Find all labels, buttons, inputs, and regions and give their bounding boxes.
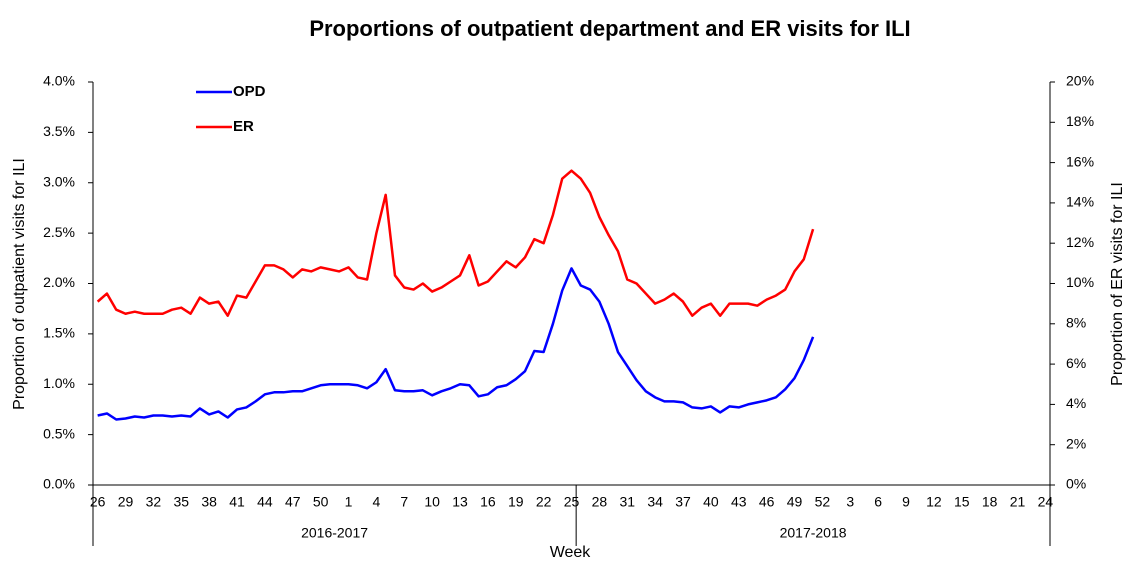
y-tick-label: 2.0% xyxy=(43,274,75,290)
x-tick-label: 18 xyxy=(982,494,998,510)
x-tick-label: 16 xyxy=(480,494,496,510)
x-tick-label: 7 xyxy=(400,494,408,510)
x-tick-label: 32 xyxy=(146,494,162,510)
x-tick-label: 22 xyxy=(536,494,552,510)
y-tick-label: 3.5% xyxy=(43,123,75,139)
y2-tick-label: 10% xyxy=(1066,274,1094,290)
y-tick-label: 1.0% xyxy=(43,375,75,391)
line-series xyxy=(97,267,815,421)
chart-title: Proportions of outpatient department and… xyxy=(309,16,910,41)
y2-tick-label: 8% xyxy=(1066,315,1086,331)
x-axis-title: Week xyxy=(550,544,592,561)
x-tick-label: 40 xyxy=(703,494,719,510)
line-series xyxy=(96,169,815,317)
y2-tick-label: 16% xyxy=(1066,153,1094,169)
x-tick-label: 6 xyxy=(874,494,882,510)
y2-tick-label: 18% xyxy=(1066,113,1094,129)
x-tick-label: 41 xyxy=(229,494,245,510)
x-tick-label: 13 xyxy=(452,494,468,510)
x-tick-label: 44 xyxy=(257,494,273,510)
x-tick-label: 15 xyxy=(954,494,970,510)
x-tick-label: 26 xyxy=(90,494,106,510)
legend-label: ER xyxy=(233,118,254,135)
y2-axis-title: Proportion of ER visits for ILI xyxy=(1109,182,1126,386)
x-tick-label: 47 xyxy=(285,494,301,510)
x-tick-label: 37 xyxy=(675,494,691,510)
y-tick-label: 1.5% xyxy=(43,325,75,341)
x-tick-label: 29 xyxy=(118,494,134,510)
y2-tick-label: 14% xyxy=(1066,194,1094,210)
x-tick-label: 52 xyxy=(815,494,831,510)
x-tick-label: 25 xyxy=(564,494,580,510)
x-group-label: 2016-2017 xyxy=(301,525,368,541)
y2-tick-label: 20% xyxy=(1066,73,1094,89)
y-axis-title: Proportion of outpatient visits for ILI xyxy=(11,158,28,410)
y-tick-label: 2.5% xyxy=(43,224,75,240)
y-tick-label: 0.5% xyxy=(43,425,75,441)
x-tick-label: 9 xyxy=(902,494,910,510)
x-tick-label: 10 xyxy=(424,494,440,510)
x-tick-label: 1 xyxy=(345,494,353,510)
x-group-label: 2017-2018 xyxy=(780,525,847,541)
x-tick-label: 31 xyxy=(619,494,635,510)
y-tick-label: 0.0% xyxy=(43,476,75,492)
y2-tick-label: 4% xyxy=(1066,395,1086,411)
x-tick-label: 4 xyxy=(372,494,380,510)
y-tick-label: 4.0% xyxy=(43,73,75,89)
y2-tick-label: 12% xyxy=(1066,234,1094,250)
x-tick-label: 49 xyxy=(787,494,803,510)
x-tick-label: 34 xyxy=(647,494,663,510)
x-tick-label: 21 xyxy=(1010,494,1026,510)
x-tick-label: 46 xyxy=(759,494,775,510)
x-tick-label: 19 xyxy=(508,494,524,510)
y2-tick-label: 2% xyxy=(1066,435,1086,451)
x-tick-label: 24 xyxy=(1038,494,1054,510)
y2-tick-label: 0% xyxy=(1066,476,1086,492)
x-tick-label: 12 xyxy=(926,494,942,510)
y-tick-label: 3.0% xyxy=(43,173,75,189)
x-tick-label: 28 xyxy=(592,494,608,510)
x-tick-label: 35 xyxy=(173,494,189,510)
x-tick-label: 3 xyxy=(846,494,854,510)
x-tick-label: 43 xyxy=(731,494,747,510)
x-tick-label: 38 xyxy=(201,494,217,510)
legend-label: OPD xyxy=(233,83,266,100)
y2-tick-label: 6% xyxy=(1066,355,1086,371)
x-tick-label: 50 xyxy=(313,494,329,510)
